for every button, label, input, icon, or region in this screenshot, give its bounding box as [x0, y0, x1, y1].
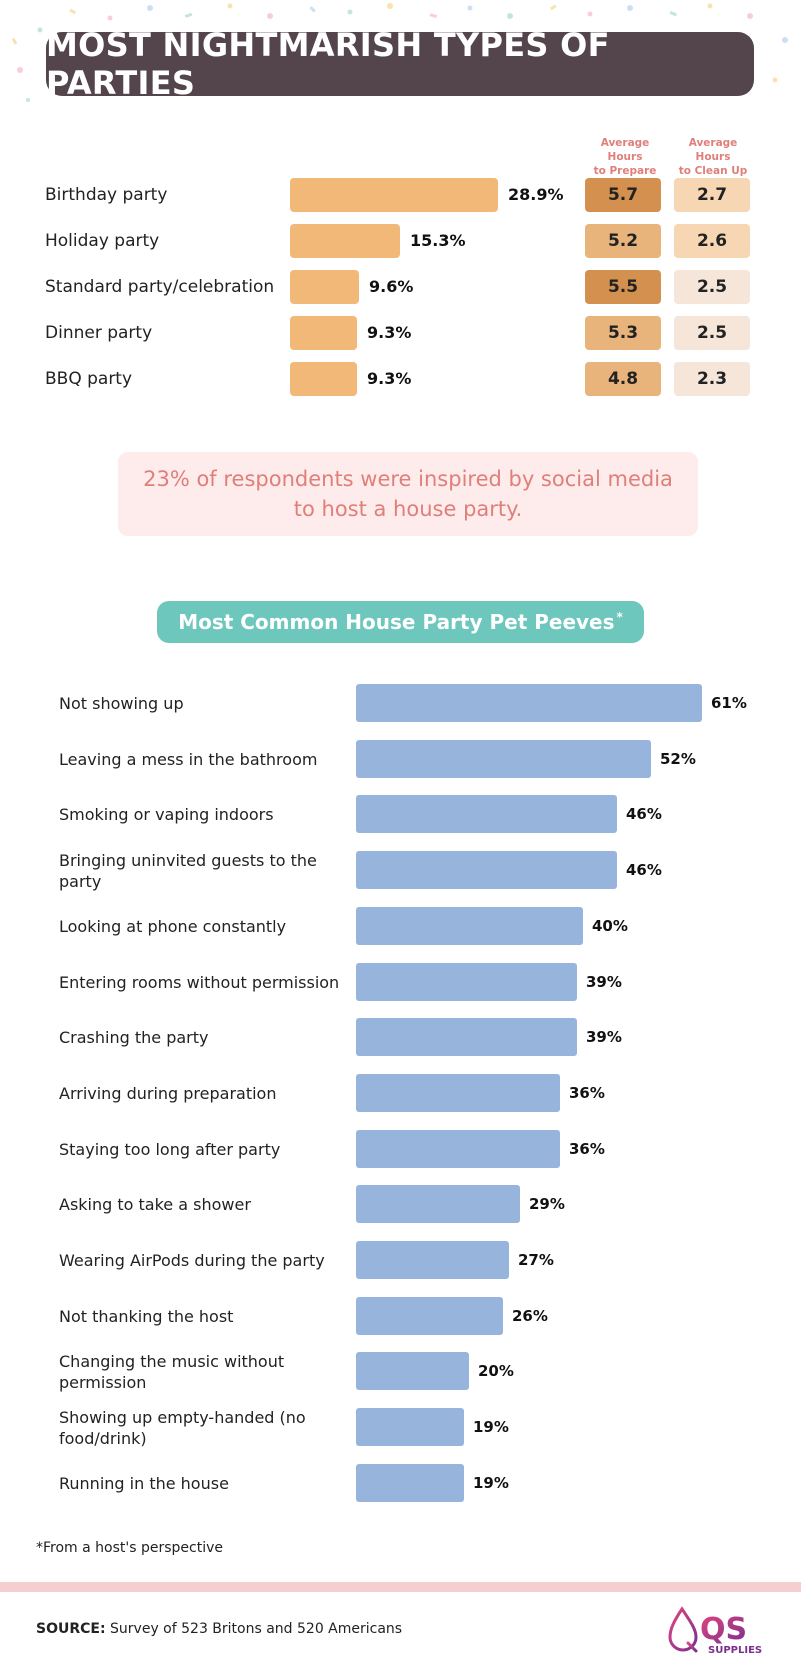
logo-subtext: SUPPLIES — [708, 1645, 762, 1656]
pet-peeve-bar — [356, 1408, 464, 1446]
pet-peeve-value-label: 19% — [473, 1418, 509, 1436]
subtitle-text: Most Common House Party Pet Peeves * — [178, 610, 623, 634]
party-label: Standard party/celebration — [45, 277, 275, 297]
party-label: Holiday party — [45, 231, 160, 251]
pet-peeve-bar — [356, 1130, 560, 1168]
cleanup-header-line2: to Clean Up — [678, 165, 748, 177]
cleanup-hours-cell: 2.3 — [674, 362, 750, 396]
pet-peeve-bar — [356, 851, 617, 889]
pet-peeve-value-label: 52% — [660, 750, 696, 768]
party-types-chart: Birthday party 28.9% 5.7 2.7 Holiday party 15… — [0, 0, 801, 420]
pet-peeve-value-label: 26% — [512, 1307, 548, 1325]
party-value-label: 15.3% — [410, 231, 466, 250]
party-bar — [290, 270, 359, 304]
party-bar — [290, 178, 498, 212]
prepare-hours-cell: 5.2 — [585, 224, 661, 258]
party-bar — [290, 316, 357, 350]
source-line: SOURCE: Survey of 523 Britons and 520 Am… — [36, 1621, 402, 1637]
pet-peeve-value-label: 19% — [473, 1474, 509, 1492]
pet-peeve-label: Staying too long after party — [59, 1140, 281, 1159]
party-value-label: 9.3% — [367, 369, 412, 388]
pet-peeve-value-label: 39% — [586, 1028, 622, 1046]
pet-peeve-value-label: 46% — [626, 861, 662, 879]
pet-peeve-label: Smoking or vaping indoors — [59, 805, 274, 824]
pet-peeve-bar — [356, 1297, 503, 1335]
confetti-decoration — [11, 3, 788, 102]
pet-peeve-label: Running in the house — [59, 1474, 229, 1493]
footer-divider — [0, 1582, 801, 1592]
pet-peeve-label: Leaving a mess in the bathroom — [59, 750, 318, 769]
pet-peeve-bar — [356, 963, 577, 1001]
page-title: MOST NIGHTMARISH TYPES OF PARTIES — [46, 26, 610, 102]
party-bar — [290, 224, 400, 258]
qs-drop-logo-icon: QS SUPPLIES — [668, 1606, 762, 1656]
pet-peeve-bar — [356, 684, 702, 722]
party-label: Dinner party — [45, 323, 153, 343]
callout-text: 23% of respondents were inspired by soci… — [143, 467, 673, 521]
prepare-hours-cell: 5.3 — [585, 316, 661, 350]
pet-peeve-label: Not thanking the host — [59, 1307, 234, 1326]
subtitle-label: Most Common House Party Pet Peeves — [178, 610, 615, 634]
subtitle-asterisk: * — [616, 610, 623, 625]
pet-peeve-value-label: 29% — [529, 1195, 565, 1213]
pet-peeve-label: Not showing up — [59, 694, 184, 713]
pet-peeve-label: Asking to take a shower — [59, 1195, 251, 1214]
pet-peeve-value-label: 40% — [592, 917, 628, 935]
pet-peeve-label: Bringing uninvited guests to the party — [59, 851, 317, 891]
cleanup-hours-cell: 2.6 — [674, 224, 750, 258]
pet-peeve-value-label: 36% — [569, 1084, 605, 1102]
prepare-header-line2: to Prepare — [593, 165, 657, 177]
pet-peeve-bar — [356, 795, 617, 833]
pet-peeves-subtitle: Most Common House Party Pet Peeves * — [157, 601, 644, 643]
source-label: SOURCE: — [36, 1621, 106, 1637]
pet-peeve-label: Wearing AirPods during the party — [59, 1251, 325, 1270]
pet-peeve-label: Looking at phone constantly — [59, 917, 287, 936]
social-media-callout: 23% of respondents were inspired by soci… — [118, 452, 698, 536]
pet-peeve-value-label: 39% — [586, 973, 622, 991]
cleanup-column-header: Average Hours to Clean Up — [671, 136, 755, 178]
pet-peeve-value-label: 27% — [518, 1251, 554, 1269]
cleanup-hours-cell: 2.5 — [674, 270, 750, 304]
pet-peeve-label: Crashing the party — [59, 1028, 209, 1047]
title-banner: MOST NIGHTMARISH TYPES OF PARTIES — [46, 26, 754, 102]
pet-peeve-bar — [356, 1241, 509, 1279]
pet-peeve-value-label: 36% — [569, 1140, 605, 1158]
footnote: *From a host's perspective — [36, 1540, 224, 1556]
prepare-hours-cell: 5.7 — [585, 178, 661, 212]
pet-peeve-bar — [356, 1352, 469, 1390]
party-label: Birthday party — [45, 185, 168, 205]
prepare-hours-cell: 5.5 — [585, 270, 661, 304]
party-label: BBQ party — [45, 369, 133, 389]
pet-peeve-label: Arriving during preparation — [59, 1084, 277, 1103]
pet-peeve-value-label: 20% — [478, 1362, 514, 1380]
pet-peeve-bar — [356, 1464, 464, 1502]
cleanup-hours-cell: 2.7 — [674, 178, 750, 212]
pet-peeve-label: Changing the music without permission — [59, 1352, 285, 1392]
prepare-header-line1: Average Hours — [600, 137, 650, 163]
cleanup-hours-cell: 2.5 — [674, 316, 750, 350]
pet-peeve-value-label: 46% — [626, 805, 662, 823]
pet-peeve-label: Entering rooms without permission — [59, 973, 340, 992]
pet-peeve-bar — [356, 1185, 520, 1223]
pet-peeve-value-label: 61% — [711, 694, 747, 712]
pet-peeve-bar — [356, 1074, 560, 1112]
party-value-label: 28.9% — [508, 185, 564, 204]
party-value-label: 9.3% — [367, 323, 412, 342]
party-bar — [290, 362, 357, 396]
prepare-column-header: Average Hours to Prepare — [583, 136, 667, 178]
prepare-hours-cell: 4.8 — [585, 362, 661, 396]
source-text: Survey of 523 Britons and 520 Americans — [110, 1621, 403, 1637]
pet-peeve-bar — [356, 1018, 577, 1056]
cleanup-header-line1: Average Hours — [688, 137, 738, 163]
party-value-label: 9.6% — [369, 277, 414, 296]
pet-peeve-bar — [356, 740, 651, 778]
pet-peeve-bar — [356, 907, 583, 945]
logo-text: QS — [700, 1612, 747, 1647]
pet-peeve-label: Showing up empty-handed (no food/drink) — [59, 1408, 306, 1448]
